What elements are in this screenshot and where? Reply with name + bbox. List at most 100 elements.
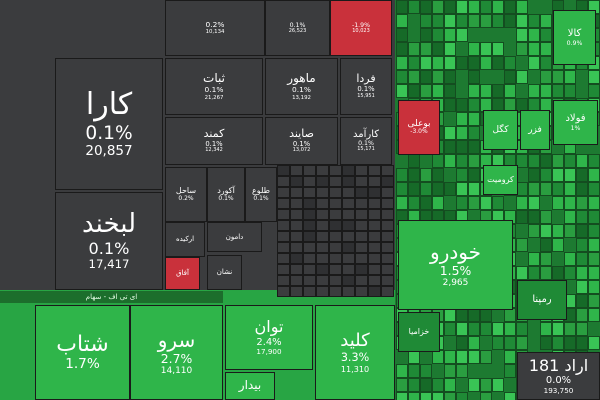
- tile[interactable]: فردا 0.1% 15,951: [340, 58, 392, 115]
- mosaic-cell: [381, 253, 394, 264]
- tile[interactable]: توان 2.4% 17,900: [225, 305, 313, 370]
- tile[interactable]: کلید 3.3% 11,310: [315, 305, 395, 400]
- mosaic-cell: [342, 187, 355, 198]
- tile-name: نشان: [216, 268, 233, 277]
- mosaic-cell: [540, 252, 552, 266]
- mosaic-cell: [355, 187, 368, 198]
- tile[interactable]: ارکیده: [165, 222, 205, 257]
- tile[interactable]: 0.2% 10,134: [165, 0, 265, 56]
- mosaic-cell: [316, 253, 329, 264]
- tile-name: کالا: [567, 28, 582, 40]
- mosaic-cell: [456, 28, 468, 42]
- mosaic-cell: [316, 220, 329, 231]
- mosaic-cell: [329, 286, 342, 297]
- tile[interactable]: لبخند 0.1% 17,417: [55, 192, 163, 290]
- tile[interactable]: فولاد 1%: [553, 100, 598, 145]
- mosaic-cell: [381, 198, 394, 209]
- mosaic-cell: [329, 231, 342, 242]
- tile-volume: 21,267: [204, 94, 224, 101]
- tile-volume: 15,951: [357, 92, 375, 99]
- tile[interactable]: خودرو 1.5% 2,965: [398, 220, 513, 310]
- mosaic-cell: [504, 364, 516, 378]
- tile-change: 0.1%: [358, 140, 374, 148]
- mosaic-cell: [316, 198, 329, 209]
- mosaic-cell: [456, 14, 468, 28]
- tile[interactable]: نشان: [207, 255, 242, 290]
- mosaic-cell: [396, 28, 408, 42]
- mosaic-cell: [444, 70, 456, 84]
- tile-name: فزر: [528, 124, 542, 135]
- mosaic-cell: [504, 308, 516, 322]
- tile-name: کارآمد: [352, 128, 380, 140]
- mosaic-cell: [290, 231, 303, 242]
- mosaic-cell: [540, 224, 552, 238]
- tile[interactable]: 0.1% 26,523: [265, 0, 330, 56]
- mosaic-cell: [316, 242, 329, 253]
- tile[interactable]: آفاق: [165, 257, 200, 290]
- mosaic-cell: [576, 308, 588, 322]
- mosaic-cell: [588, 308, 600, 322]
- tile[interactable]: کگل: [483, 110, 518, 150]
- tile[interactable]: کمند 0.1% 12,342: [165, 117, 263, 165]
- mosaic-cell: [432, 154, 444, 168]
- tile[interactable]: بوعلی -3.0%: [398, 100, 440, 155]
- mosaic-cell: [588, 84, 600, 98]
- tile[interactable]: کالا 0.9%: [553, 10, 596, 65]
- tile[interactable]: صایند 0.1% 13,072: [265, 117, 338, 165]
- mosaic-cell: [396, 364, 408, 378]
- tile-change: 0.1%: [292, 85, 311, 95]
- mosaic-cell: [316, 176, 329, 187]
- tile-change: 2.4%: [256, 336, 282, 348]
- tile-change: 0.1%: [292, 139, 311, 148]
- mosaic-cell: [492, 0, 504, 14]
- tile[interactable]: کارا 0.1% 20,857: [55, 58, 163, 190]
- tile[interactable]: ثبات 0.1% 21,267: [165, 58, 263, 115]
- tile-volume: 193,750: [543, 385, 574, 395]
- mosaic-cell: [303, 165, 316, 176]
- tile[interactable]: کارآمد 0.1% 15,171: [340, 117, 392, 165]
- tile[interactable]: رمپنا: [517, 280, 567, 320]
- mosaic-cell: [316, 187, 329, 198]
- mosaic-cell: [396, 182, 408, 196]
- tile[interactable]: شتاب 1.7%: [35, 305, 130, 400]
- mosaic-cell: [342, 275, 355, 286]
- tile-name: اراد 181: [528, 355, 589, 375]
- tile-change: 0.1%: [218, 194, 234, 202]
- tile[interactable]: ماهور 0.1% 13,192: [265, 58, 338, 115]
- mosaic-cell: [290, 286, 303, 297]
- mosaic-cell: [540, 154, 552, 168]
- tile-change: 0.9%: [566, 39, 583, 47]
- tile[interactable]: خزامیا: [398, 312, 440, 352]
- mosaic-cell: [316, 275, 329, 286]
- tile[interactable]: فزر: [520, 110, 550, 150]
- tile[interactable]: سرو 2.7% 14,110: [130, 305, 223, 400]
- tile[interactable]: اراد 181 0.0% 193,750: [517, 352, 600, 400]
- tile[interactable]: آکورد 0.1%: [207, 167, 245, 222]
- tile[interactable]: طلوع 0.1%: [245, 167, 277, 222]
- tile-name: کگل: [492, 124, 509, 135]
- mosaic-cell: [342, 253, 355, 264]
- tile-change: 0.1%: [88, 238, 130, 258]
- mosaic-cell: [576, 210, 588, 224]
- mosaic-cell: [468, 84, 480, 98]
- mosaic-cell: [368, 209, 381, 220]
- mosaic-cell: [381, 264, 394, 275]
- tile-volume: 2,965: [442, 278, 469, 289]
- mosaic-cell: [468, 182, 480, 196]
- mosaic-cell: [420, 14, 432, 28]
- mosaic-cell: [368, 187, 381, 198]
- tile[interactable]: کرومیت: [483, 165, 518, 195]
- mosaic-cell: [480, 56, 492, 70]
- mosaic-cell: [456, 364, 468, 378]
- mosaic-cell: [342, 165, 355, 176]
- mosaic-cell: [540, 266, 552, 280]
- tile-name: کارا: [85, 87, 133, 123]
- tile-name: ثبات: [203, 71, 225, 86]
- tile[interactable]: -1.9% 10,023: [330, 0, 392, 56]
- mosaic-cell: [355, 198, 368, 209]
- mosaic-cell: [576, 154, 588, 168]
- tile[interactable]: ساحل 0.2%: [165, 167, 207, 222]
- tile[interactable]: دامون: [207, 222, 262, 252]
- tile[interactable]: بیدار: [225, 372, 275, 400]
- mosaic-cell: [588, 196, 600, 210]
